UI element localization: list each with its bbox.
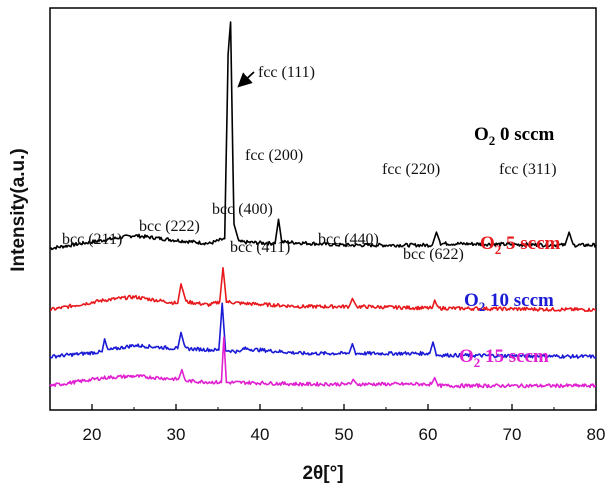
peak-label-bcc211: bcc (211) <box>62 231 122 248</box>
series-label-10sccm: O2 10 sccm <box>464 290 554 314</box>
peak-label-bcc400: bcc (400) <box>212 201 273 218</box>
series-line-3 <box>49 336 597 389</box>
y-axis-title: Intensity(a.u.) <box>8 148 29 272</box>
series-line-2 <box>49 302 597 359</box>
peak-label-fcc200: fcc (200) <box>245 147 303 164</box>
fcc111-arrow <box>237 71 255 88</box>
series-lines <box>49 21 597 389</box>
x-tick-label: 40 <box>251 425 270 444</box>
plot-frame <box>49 7 597 411</box>
peak-label-bcc440: bcc (440) <box>318 231 379 248</box>
x-tick-label: 80 <box>587 425 606 444</box>
series-label-0sccm: O2 0 sccm <box>474 124 555 148</box>
series-label-5sccm: O2 5 sccm <box>480 233 561 257</box>
series-line-0 <box>49 21 597 251</box>
peak-label-fcc111: fcc (111) <box>258 64 315 81</box>
peak-label-bcc411: bcc (411) <box>230 239 290 256</box>
x-tick-label: 70 <box>503 425 522 444</box>
x-tick-label: 50 <box>335 425 354 444</box>
series-line-1 <box>49 267 596 313</box>
peak-label-bcc622: bcc (622) <box>403 246 464 263</box>
x-tick-label: 20 <box>83 425 102 444</box>
peak-label-fcc220: fcc (220) <box>382 161 440 178</box>
x-axis-ticks: 20 30 40 50 60 70 80 <box>49 404 606 444</box>
series-label-15sccm: O2 15 sccm <box>459 346 549 370</box>
x-axis-title: 2θ[°] <box>302 463 343 484</box>
peak-label-fcc311: fcc (311) <box>499 161 557 178</box>
peak-label-bcc222: bcc (222) <box>139 218 200 235</box>
x-tick-label: 30 <box>167 425 186 444</box>
x-tick-label: 60 <box>419 425 438 444</box>
